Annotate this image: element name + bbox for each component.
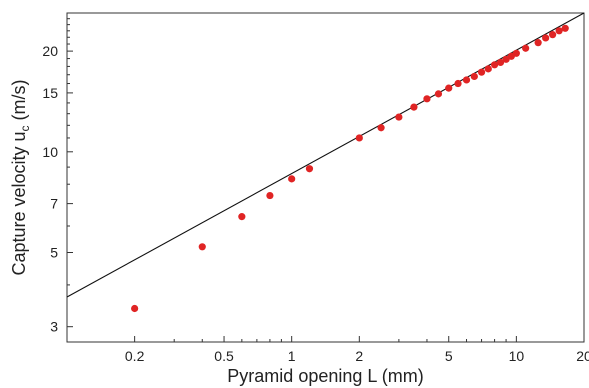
data-point bbox=[534, 39, 542, 47]
y-tick-label: 7 bbox=[50, 196, 58, 212]
data-point bbox=[395, 113, 403, 121]
data-point bbox=[561, 24, 569, 32]
x-axis-ticks: 0.2 0.5 1 2 5 10 20 bbox=[66, 336, 589, 364]
y-axis-ticks: 3 5 7 10 15 20 bbox=[42, 18, 73, 335]
y-tick-label: 20 bbox=[42, 43, 58, 59]
data-point bbox=[555, 27, 563, 35]
data-point bbox=[454, 79, 462, 88]
x-tick-label: 20 bbox=[576, 348, 589, 364]
fit-line bbox=[66, 12, 585, 298]
data-point bbox=[522, 44, 530, 52]
data-point bbox=[288, 175, 296, 183]
data-point bbox=[434, 90, 443, 98]
y-axis-title: Capture velocity uc (m/s) bbox=[9, 79, 32, 275]
data-point bbox=[355, 134, 363, 142]
data-point bbox=[238, 213, 246, 221]
y-axis-title-main: Capture velocity u bbox=[9, 131, 29, 275]
y-axis-title-unit: (m/s) bbox=[9, 79, 29, 125]
y-tick-label: 10 bbox=[42, 144, 58, 160]
data-point bbox=[462, 76, 471, 84]
data-point bbox=[377, 124, 385, 132]
data-point bbox=[490, 61, 499, 69]
data-point bbox=[496, 58, 505, 67]
data-point bbox=[131, 304, 139, 313]
y-axis-title-subscript: c bbox=[18, 125, 32, 131]
x-axis-title: Pyramid opening L (mm) bbox=[227, 366, 423, 386]
data-point bbox=[542, 34, 550, 42]
data-point bbox=[266, 191, 274, 200]
x-tick-label: 2 bbox=[355, 348, 363, 364]
data-point bbox=[477, 68, 486, 76]
data-point bbox=[305, 165, 314, 173]
y-tick-label: 3 bbox=[50, 319, 58, 335]
data-point bbox=[470, 72, 478, 81]
x-tick-label: 5 bbox=[445, 348, 453, 364]
data-point bbox=[445, 84, 453, 92]
data-point bbox=[512, 49, 520, 57]
data-point bbox=[198, 243, 206, 251]
y-tick-label: 15 bbox=[42, 85, 58, 101]
x-tick-label: 0.2 bbox=[125, 348, 145, 364]
data-point bbox=[423, 95, 431, 103]
data-point bbox=[410, 103, 418, 111]
plot-frame bbox=[66, 12, 585, 343]
x-tick-label: 10 bbox=[509, 348, 525, 364]
y-tick-label: 5 bbox=[50, 244, 58, 260]
x-tick-label: 0.5 bbox=[214, 348, 234, 364]
data-point bbox=[484, 65, 492, 73]
data-point bbox=[549, 31, 557, 39]
data-points bbox=[131, 24, 569, 313]
x-tick-label: 1 bbox=[288, 348, 296, 364]
data-point bbox=[502, 55, 510, 63]
